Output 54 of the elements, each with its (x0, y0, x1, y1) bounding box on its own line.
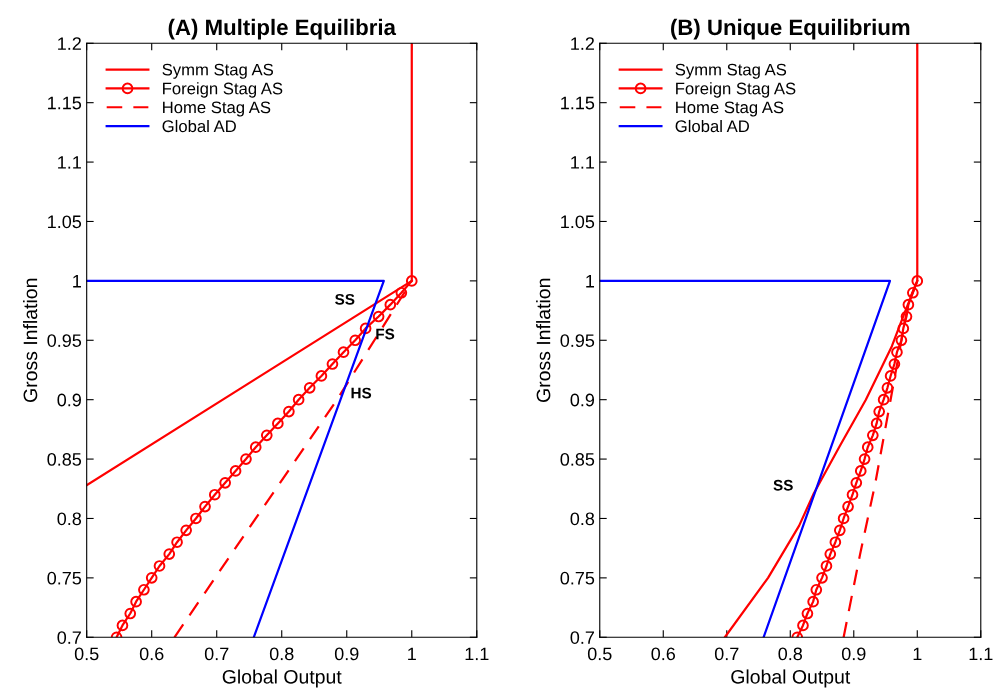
y-tick-label: 0.75 (47, 571, 82, 585)
y-tick-label: 0.85 (47, 453, 82, 466)
x-tick-label: 0.5 (74, 647, 99, 661)
legend-label: Foreign Stag AS (163, 82, 283, 98)
y-tick-label: 0.8 (570, 512, 595, 526)
y-tick-label: 1 (73, 275, 81, 288)
y-tick-label: 0.85 (560, 453, 595, 466)
x-tick-label: 0.8 (778, 647, 803, 661)
y-tick-label: 0.9 (570, 393, 595, 407)
y-tick-label: 1.15 (561, 96, 595, 110)
y-tick-label: 1.1 (571, 156, 595, 169)
x-tick-label: 0.9 (334, 647, 359, 661)
y-axis-title: Gross Inflation (23, 278, 38, 402)
y-tick-label: 0.8 (57, 512, 82, 526)
y-tick-label: 0.95 (47, 334, 82, 347)
x-tick-label: 0.7 (714, 647, 739, 661)
y-axis-title: Gross Inflation (536, 278, 551, 402)
y-tick-label: 1.05 (561, 215, 595, 229)
y-tick-label: 0.9 (57, 393, 81, 407)
x-axis-title: Global Output (731, 669, 851, 688)
annotation: FS (376, 328, 395, 340)
x-tick-label: 1.1 (969, 647, 993, 661)
legend-label: Global AD (675, 119, 750, 133)
x-tick-label: 1.1 (465, 647, 489, 661)
y-tick-label: 0.7 (57, 631, 81, 644)
y-tick-label: 1.15 (48, 96, 82, 110)
x-tick-label: 0.8 (269, 647, 294, 661)
x-axis-title: Global Output (222, 669, 342, 688)
legend-label: Symm Stag AS (675, 63, 787, 79)
chart-title: (B) Unique Equilibrium (671, 18, 910, 40)
legend-label: Foreign Stag AS (676, 82, 796, 98)
annotation: HS (351, 387, 372, 399)
y-tick-label: 1.2 (571, 37, 594, 50)
x-tick-label: 0.6 (139, 647, 164, 661)
y-tick-label: 0.75 (560, 571, 595, 585)
x-tick-label: 0.6 (651, 647, 676, 661)
legend-label: Symm Stag AS (162, 63, 273, 79)
y-tick-label: 0.95 (560, 334, 595, 347)
x-tick-label: 0.5 (587, 647, 612, 661)
x-tick-label: 0.9 (841, 647, 866, 661)
y-tick-label: 1 (586, 275, 595, 288)
annotation: SS (773, 479, 793, 491)
annotation: SS (335, 293, 355, 305)
y-tick-label: 1.2 (58, 37, 81, 50)
legend-label: Home Stag AS (676, 101, 784, 117)
x-tick-label: 1 (408, 647, 416, 661)
legend-label: Global AD (162, 119, 236, 133)
legend-label: Home Stag AS (163, 101, 271, 117)
y-tick-label: 1.05 (48, 215, 82, 229)
y-tick-label: 1.1 (58, 156, 81, 169)
chart-title: (A) Multiple Equilibria (168, 18, 397, 40)
x-tick-label: 1 (913, 647, 922, 661)
y-tick-label: 0.7 (570, 631, 594, 644)
x-tick-label: 0.7 (204, 647, 229, 661)
